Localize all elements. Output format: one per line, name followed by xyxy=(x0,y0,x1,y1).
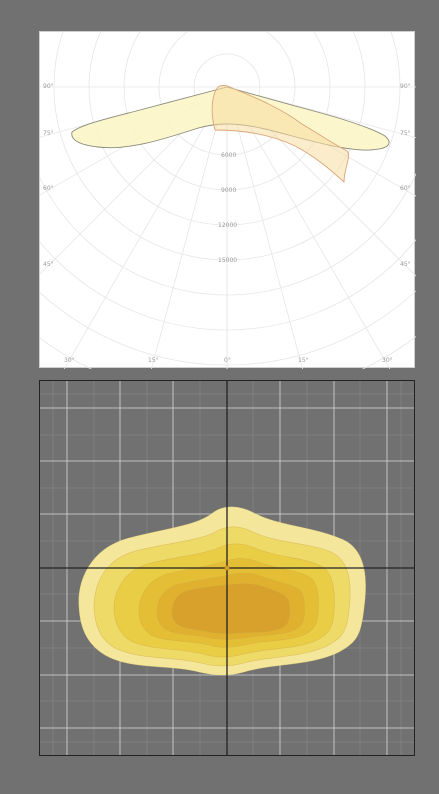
isolux-diagram-svg xyxy=(39,380,415,756)
angle-label-left-75: 75° xyxy=(43,130,54,137)
polar-radial-line xyxy=(151,118,219,369)
isolux-contour-6 xyxy=(171,583,291,634)
angle-label-bottom-15-right: 15° xyxy=(298,357,309,364)
isolux-frame xyxy=(39,380,415,756)
angle-label-right-75: 75° xyxy=(400,130,411,137)
angle-label-right-60: 60° xyxy=(400,185,411,192)
polar-intensity-diagram: 90° 75° 60° 45° 90° 75° 60° 45° 30° 15° … xyxy=(39,31,416,369)
c90-c270-intensity-curve xyxy=(211,85,350,184)
polar-radial-line xyxy=(243,115,391,369)
angle-label-bottom-15-left: 15° xyxy=(148,357,159,364)
angle-label-left-45: 45° xyxy=(43,261,54,268)
angle-label-bottom-30-left: 30° xyxy=(64,357,75,364)
polar-rings xyxy=(40,32,416,369)
angle-label-left-90: 90° xyxy=(43,83,54,90)
angle-label-bottom-30-right: 30° xyxy=(382,357,393,364)
angle-label-right-45: 45° xyxy=(400,261,411,268)
polar-radial-line xyxy=(40,110,204,275)
angle-label-right-90: 90° xyxy=(400,83,411,90)
polar-diagram-svg: 90° 75° 60° 45° 90° 75° 60° 45° 30° 15° … xyxy=(40,32,416,369)
angle-label-left-60: 60° xyxy=(43,185,54,192)
radial-label-12000: 12000 xyxy=(218,222,237,229)
isolux-diagram xyxy=(39,380,415,756)
polar-radial-line xyxy=(258,95,416,139)
polar-radial-line xyxy=(235,118,303,369)
polar-radial-line xyxy=(250,110,416,277)
polar-radial-line xyxy=(63,115,211,369)
angle-label-bottom-0: 0° xyxy=(224,357,231,364)
luminaire-position-marker xyxy=(224,565,230,571)
polar-radial-line xyxy=(40,103,199,196)
radial-label-6000: 6000 xyxy=(221,152,236,159)
radial-label-15000: 15000 xyxy=(218,257,237,264)
radial-label-9000: 9000 xyxy=(221,187,236,194)
